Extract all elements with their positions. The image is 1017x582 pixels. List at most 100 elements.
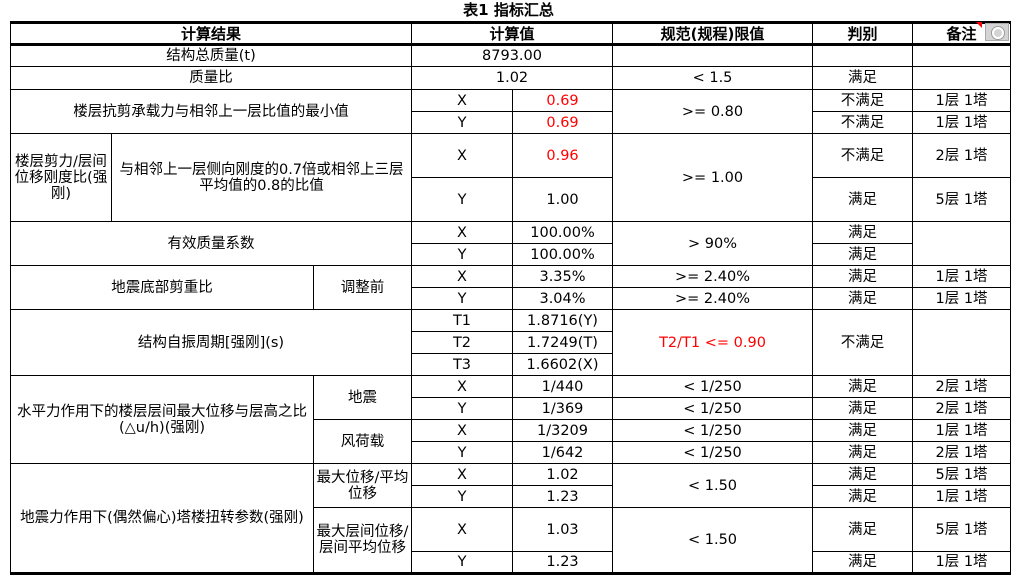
table-cell: < 1/250: [612, 397, 814, 420]
table-cell: >= 2.40%: [612, 287, 814, 310]
table-title: 表1 指标汇总: [463, 1, 554, 19]
table-cell: Y: [411, 485, 513, 508]
table-cell: [912, 44, 1012, 67]
table-cell: 最大层间位移/层间平均位移: [313, 507, 412, 575]
column-header: 规范(规程)限值: [612, 21, 814, 46]
table-cell: 满足: [812, 551, 914, 575]
table-cell: 1.00: [511, 177, 614, 222]
table-cell: 1.7249(T): [511, 331, 614, 354]
table-cell: 满足: [812, 265, 914, 288]
table-cell: 2层 1塔: [912, 441, 1012, 464]
table-cell: 3.04%: [511, 287, 614, 310]
table-cell: 1.6602(X): [511, 353, 614, 376]
table-cell: X: [411, 375, 513, 398]
table-cell: T1: [411, 309, 513, 332]
table-cell: 1层 1塔: [912, 419, 1012, 442]
table-cell: Y: [411, 287, 513, 310]
table-cell: 满足: [812, 177, 914, 222]
table-cell: 满足: [812, 221, 914, 244]
table-cell: 1层 1塔: [912, 485, 1012, 508]
table-cell: 满足: [812, 419, 914, 442]
table-cell: Y: [411, 177, 513, 222]
table-row: 水平力作用下的楼层层间最大位移与层高之比(△u/h)(强刚) 地震 X 1/440 < …: [10, 375, 1012, 464]
table-row: Y 1/642 < 1/250 满足 2层 1塔: [11, 441, 1012, 464]
table-cell: 满足: [812, 243, 914, 266]
table-row: Y 0.69 不满足 1层 1塔: [11, 111, 1012, 134]
table-cell: 100.00%: [511, 243, 614, 266]
table-cell: 1/642: [511, 441, 614, 464]
table-cell: 与相邻上一层侧向刚度的0.7倍或相邻上三层平均值的0.8的比值: [111, 133, 412, 222]
table-cell: [912, 66, 1012, 90]
table-row: 有效质量系数 X 100.00% > 90% 满足: [10, 221, 1012, 266]
table-row: Y 1/369 < 1/250 满足 2层 1塔: [11, 397, 1012, 420]
table-cell: 楼层抗剪承载力与相邻上一层比值的最小值: [10, 89, 412, 134]
table-cell: 2层 1塔: [912, 375, 1012, 398]
table-row: 最大层间位移/层间平均位移 X 1.03 < 1.50 满足 5层 1塔: [11, 507, 1012, 575]
column-header: 计算值: [410, 21, 614, 46]
table-cell: 不满足: [812, 89, 914, 112]
table-cell: Y: [411, 243, 513, 266]
table-cell: T2/T1 <= 0.90: [612, 309, 814, 376]
table-cell: [912, 221, 1012, 266]
table-row: 结构自振周期[强刚](s) T1 1.8716(Y) T2/T1 <= 0.90 不满足: [10, 309, 1012, 376]
options-button[interactable]: [985, 23, 1009, 41]
table-cell: 1/440: [511, 375, 614, 398]
table-cell: 满足: [812, 441, 914, 464]
table-cell: X: [411, 419, 513, 442]
table-cell: 风荷载: [313, 419, 412, 464]
table-cell: Y: [411, 551, 513, 575]
indicator-summary-table: 计算结果 计算值 规范(规程)限值 判别 备注 结构总质量(t) 8793.00 质量比 1.0…: [10, 21, 1012, 575]
table-cell: 5层 1塔: [912, 177, 1012, 222]
table-cell: 2层 1塔: [912, 397, 1012, 420]
table-cell: < 1.50: [612, 463, 814, 508]
table-row: Y 3.04% >= 2.40% 满足 1层 1塔: [11, 287, 1012, 310]
table-row: 地震底部剪重比 调整前 X 3.35% >= 2.40% 满足 1层 1塔: [10, 265, 1012, 310]
table-row: 地震力作用下(偶然偏心)塔楼扭转参数(强刚) 最大位移/平均位移 X 1.02 < 1.…: [10, 463, 1012, 575]
table-cell: 1层 1塔: [912, 89, 1012, 112]
table-cell: 满足: [812, 485, 914, 508]
table-row: 楼层剪力/层间位移刚度比(强刚) 与相邻上一层侧向刚度的0.7倍或相邻上三层平均值…: [10, 133, 1012, 222]
table-cell: Y: [411, 397, 513, 420]
table-cell: Y: [411, 111, 513, 134]
table-cell: 结构自振周期[强刚](s): [10, 309, 412, 376]
table-cell: X: [411, 265, 513, 288]
table-cell: 满足: [812, 375, 914, 398]
table-row: 结构总质量(t) 8793.00: [10, 44, 1012, 67]
table-cell: 1.8716(Y): [511, 309, 614, 332]
table-cell: 质量比: [10, 66, 412, 90]
table-cell: 1.23: [511, 551, 614, 575]
table-cell: [912, 309, 1012, 376]
table-cell: >= 1.00: [612, 133, 814, 222]
table-cell: < 1/250: [612, 375, 814, 398]
table-cell: 1.02: [410, 66, 614, 90]
table-row: Y 1.23 满足 1层 1塔: [11, 551, 1012, 575]
column-header: 判别: [812, 21, 914, 46]
table-cell: X: [411, 507, 513, 552]
table-cell: > 90%: [612, 221, 814, 266]
table-cell: 1.03: [511, 507, 614, 552]
table-cell: 满足: [812, 287, 914, 310]
table-row: 质量比 1.02 < 1.5 满足: [10, 66, 1012, 90]
table-cell: 不满足: [812, 111, 914, 134]
column-header: 计算结果: [10, 21, 412, 46]
table-cell: 地震力作用下(偶然偏心)塔楼扭转参数(强刚): [10, 463, 314, 575]
table-cell: 2层 1塔: [912, 133, 1012, 178]
table-cell: 不满足: [812, 309, 914, 376]
table-cell: < 1.50: [612, 507, 814, 575]
table-cell: 有效质量系数: [10, 221, 412, 266]
table-cell: 1/369: [511, 397, 614, 420]
table-cell: [812, 44, 914, 67]
table-cell: 0.96: [511, 133, 614, 178]
table-cell: 调整前: [313, 265, 412, 310]
table-row: T2 1.7249(T): [11, 331, 1011, 354]
table-cell: 地震底部剪重比: [10, 265, 314, 310]
table-cell: >= 2.40%: [612, 265, 814, 288]
table-cell: 0.69: [511, 111, 614, 134]
table-cell: 5层 1塔: [912, 463, 1012, 486]
table-cell: 1/3209: [511, 419, 614, 442]
table-cell: 1.23: [511, 485, 614, 508]
table-cell: T3: [411, 353, 513, 376]
table-cell: 满足: [812, 507, 914, 552]
table-cell: 最大位移/平均位移: [313, 463, 412, 508]
table-cell: X: [411, 463, 513, 486]
